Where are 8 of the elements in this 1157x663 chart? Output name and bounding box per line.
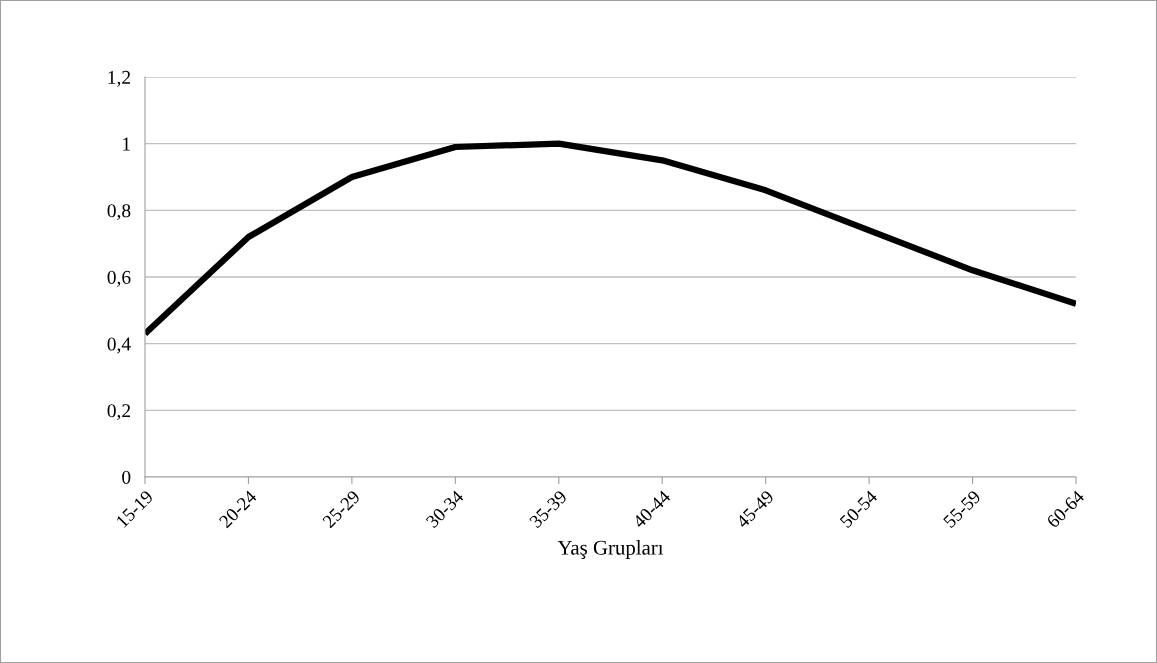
y-tick-label: 0,2 xyxy=(107,404,131,421)
y-tick-label: 0,6 xyxy=(107,270,131,287)
y-tick-label: 0,8 xyxy=(107,204,131,221)
y-tick-label: 1 xyxy=(123,137,130,151)
x-axis-title: Yaş Grupları xyxy=(557,540,664,559)
y-tick-label: 0 xyxy=(122,470,131,484)
y-tick-label: 0,4 xyxy=(107,337,131,354)
y-tick-label: 1,2 xyxy=(108,70,131,87)
